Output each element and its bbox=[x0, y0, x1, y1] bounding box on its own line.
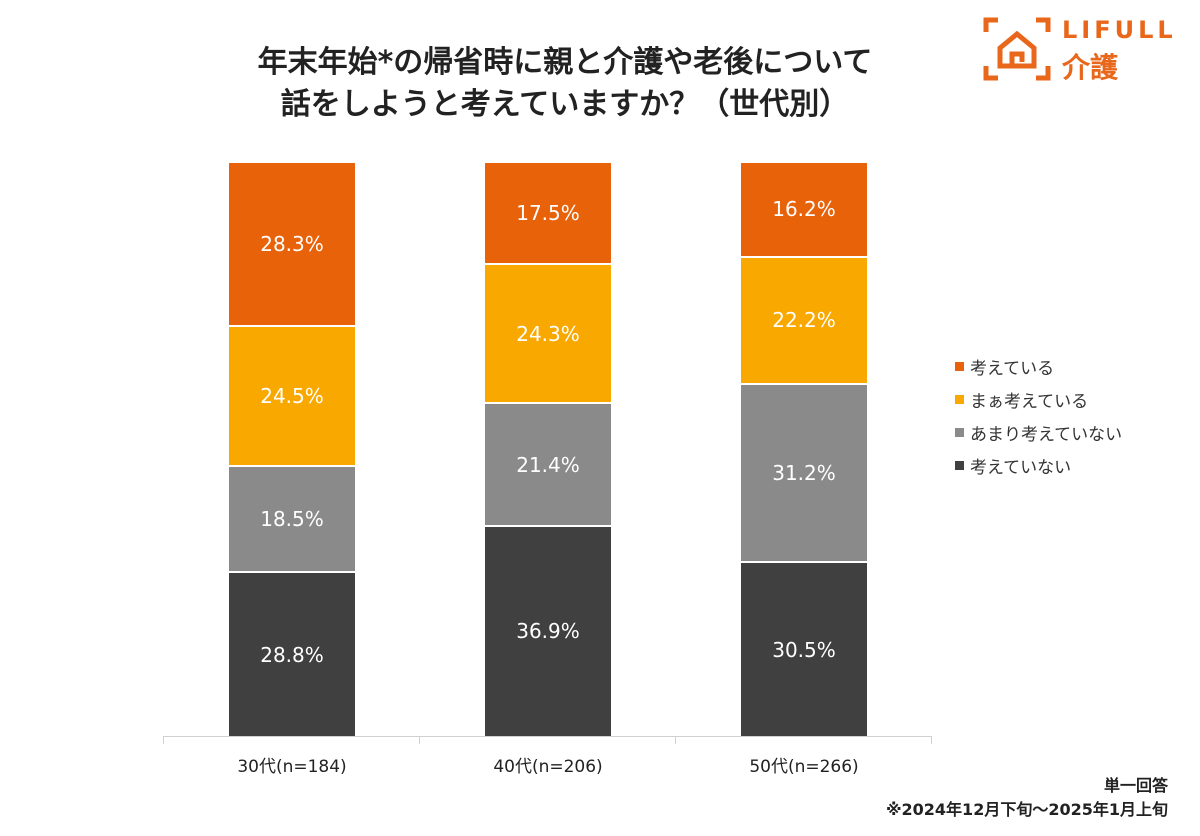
answer-type-note: 単一回答 bbox=[1103, 776, 1168, 795]
legend-swatch bbox=[955, 461, 964, 470]
x-axis-tick bbox=[675, 736, 676, 744]
data-label: 30.5% bbox=[772, 637, 836, 662]
legend-item: あまり考えていない bbox=[955, 416, 1122, 449]
house-frame-icon bbox=[983, 17, 1051, 81]
data-label: 16.2% bbox=[772, 197, 836, 222]
data-label: 18.5% bbox=[260, 507, 324, 532]
x-tick-label: 50代(n=266) bbox=[749, 757, 859, 777]
bar-segment: 24.5% bbox=[229, 324, 355, 466]
data-label: 24.3% bbox=[516, 321, 580, 346]
legend-item: 考えていない bbox=[955, 449, 1122, 482]
legend: 考えているまぁ考えているあまり考えていない 考えていない bbox=[955, 350, 1122, 482]
legend-swatch bbox=[955, 395, 964, 404]
data-label: 36.9% bbox=[516, 619, 580, 644]
logo-subtext: 介護 bbox=[1062, 51, 1119, 84]
bar-segment: 22.2% bbox=[741, 255, 867, 383]
title-line-1: 年末年始*の帰省時に親と介護や老後について bbox=[257, 45, 873, 80]
bar-segment: 30.5% bbox=[741, 561, 867, 736]
x-tick-label: 40代(n=206) bbox=[493, 757, 603, 777]
x-axis-tick bbox=[419, 736, 420, 744]
bar-segment: 31.2% bbox=[741, 382, 867, 562]
bar-segment: 24.3% bbox=[485, 263, 611, 403]
bar-segment: 28.8% bbox=[229, 571, 355, 736]
legend-label: 考えていない bbox=[970, 458, 1072, 478]
logo-text: LIFULL bbox=[1062, 16, 1177, 44]
chart-title: 年末年始*の帰省時に親と介護や老後について 話をしようと考えていますか？（世代別… bbox=[150, 42, 980, 126]
bar-segment: 36.9% bbox=[485, 524, 611, 736]
data-label: 28.3% bbox=[260, 231, 324, 256]
bar-segment: 18.5% bbox=[229, 465, 355, 572]
legend-label: まぁ考えている bbox=[970, 392, 1089, 412]
bar-segment: 16.2% bbox=[741, 163, 867, 256]
legend-item: まぁ考えている bbox=[955, 383, 1122, 416]
data-label: 21.4% bbox=[516, 452, 580, 477]
data-label: 17.5% bbox=[516, 201, 580, 226]
legend-swatch bbox=[955, 428, 964, 437]
data-label: 31.2% bbox=[772, 461, 836, 486]
x-tick-label: 30代(n=184) bbox=[237, 757, 347, 777]
x-axis-tick bbox=[931, 736, 932, 744]
x-axis-tick bbox=[163, 736, 164, 744]
bar-segment: 28.3% bbox=[229, 163, 355, 325]
legend-label: あまり考えていない bbox=[970, 425, 1123, 445]
lifull-logo: LIFULL 介護 bbox=[982, 16, 1182, 84]
survey-period-note: ※2024年12月下旬～2025年1月上旬 bbox=[885, 800, 1168, 819]
data-label: 28.8% bbox=[260, 642, 324, 667]
data-label: 24.5% bbox=[260, 384, 324, 409]
bar-segment: 17.5% bbox=[485, 163, 611, 264]
footnote: 単一回答 ※2024年12月下旬～2025年1月上旬 bbox=[886, 774, 1168, 822]
title-line-2: 話をしようと考えていますか？（世代別） bbox=[280, 87, 850, 122]
legend-swatch bbox=[955, 362, 964, 371]
data-label: 22.2% bbox=[772, 308, 836, 333]
legend-item: 考えている bbox=[955, 350, 1122, 383]
legend-label: 考えている bbox=[970, 359, 1055, 379]
bar-segment: 21.4% bbox=[485, 402, 611, 525]
x-axis-line bbox=[163, 736, 931, 737]
